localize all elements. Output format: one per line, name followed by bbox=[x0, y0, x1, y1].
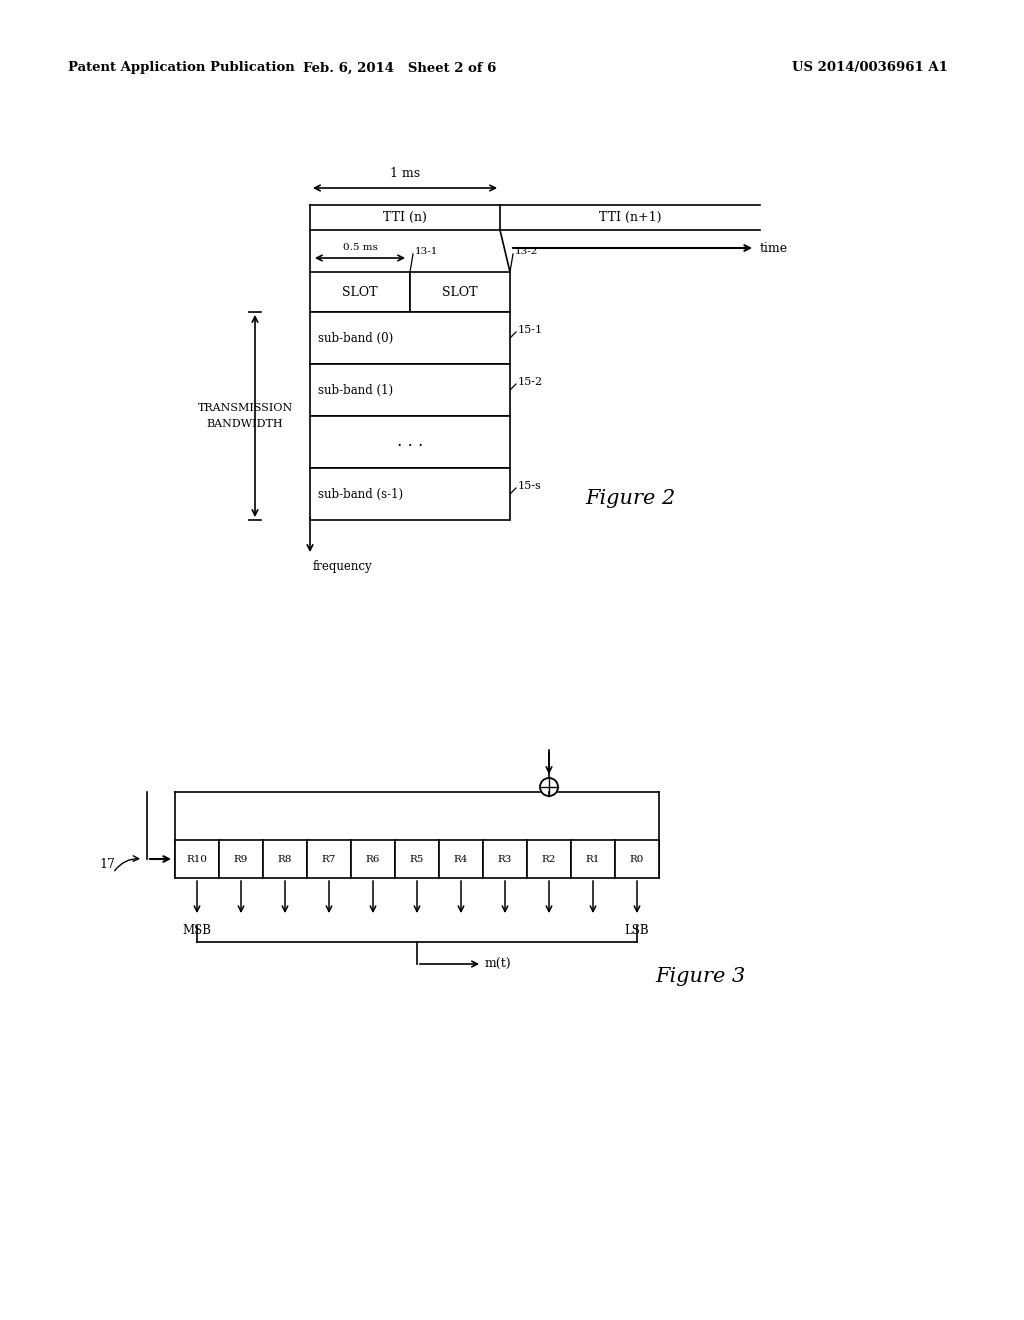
Text: R5: R5 bbox=[410, 854, 424, 863]
Text: TTI (n): TTI (n) bbox=[383, 211, 427, 224]
Text: m(t): m(t) bbox=[485, 957, 512, 970]
Text: 13-2: 13-2 bbox=[515, 248, 539, 256]
Bar bbox=[395, 840, 439, 878]
Text: time: time bbox=[760, 242, 788, 255]
Text: sub-band (1): sub-band (1) bbox=[318, 384, 393, 396]
Text: SLOT: SLOT bbox=[342, 285, 378, 298]
Text: MSB: MSB bbox=[182, 924, 212, 937]
Text: Patent Application Publication: Patent Application Publication bbox=[68, 62, 295, 74]
Bar bbox=[527, 840, 571, 878]
Bar bbox=[175, 840, 219, 878]
Bar bbox=[310, 364, 510, 416]
Text: . . .: . . . bbox=[397, 433, 423, 450]
Text: R3: R3 bbox=[498, 854, 512, 863]
Bar bbox=[439, 840, 483, 878]
Bar bbox=[351, 840, 395, 878]
Text: R0: R0 bbox=[630, 854, 644, 863]
Bar bbox=[263, 840, 307, 878]
Text: 1 ms: 1 ms bbox=[390, 168, 420, 180]
Bar bbox=[310, 416, 510, 469]
Text: TTI (n+1): TTI (n+1) bbox=[599, 211, 662, 224]
Bar bbox=[410, 272, 510, 312]
Bar bbox=[219, 840, 263, 878]
Text: 13-1: 13-1 bbox=[415, 248, 438, 256]
Text: R2: R2 bbox=[542, 854, 556, 863]
Text: 0.5 ms: 0.5 ms bbox=[343, 243, 378, 252]
Bar bbox=[615, 840, 659, 878]
Text: R6: R6 bbox=[366, 854, 380, 863]
Text: frequency: frequency bbox=[313, 560, 373, 573]
Text: LSB: LSB bbox=[625, 924, 649, 937]
Text: R9: R9 bbox=[233, 854, 248, 863]
Bar bbox=[310, 272, 410, 312]
Text: Figure 2: Figure 2 bbox=[585, 490, 675, 508]
Bar bbox=[310, 312, 510, 364]
Bar bbox=[483, 840, 527, 878]
Text: R7: R7 bbox=[322, 854, 336, 863]
Bar bbox=[307, 840, 351, 878]
Bar bbox=[571, 840, 615, 878]
Text: 15-s: 15-s bbox=[518, 480, 542, 491]
Text: Figure 3: Figure 3 bbox=[655, 966, 745, 986]
Text: R1: R1 bbox=[586, 854, 600, 863]
Text: R10: R10 bbox=[186, 854, 208, 863]
Text: sub-band (s-1): sub-band (s-1) bbox=[318, 487, 403, 500]
Text: Feb. 6, 2014   Sheet 2 of 6: Feb. 6, 2014 Sheet 2 of 6 bbox=[303, 62, 497, 74]
Text: TRANSMISSION: TRANSMISSION bbox=[198, 403, 293, 413]
Text: R8: R8 bbox=[278, 854, 292, 863]
Text: sub-band (0): sub-band (0) bbox=[318, 331, 393, 345]
Text: US 2014/0036961 A1: US 2014/0036961 A1 bbox=[792, 62, 948, 74]
Bar bbox=[310, 469, 510, 520]
Text: R4: R4 bbox=[454, 854, 468, 863]
Text: SLOT: SLOT bbox=[442, 285, 478, 298]
Text: 17: 17 bbox=[99, 858, 115, 870]
Text: BANDWIDTH: BANDWIDTH bbox=[207, 418, 284, 429]
Text: 15-1: 15-1 bbox=[518, 325, 543, 335]
Text: 15-2: 15-2 bbox=[518, 378, 543, 387]
